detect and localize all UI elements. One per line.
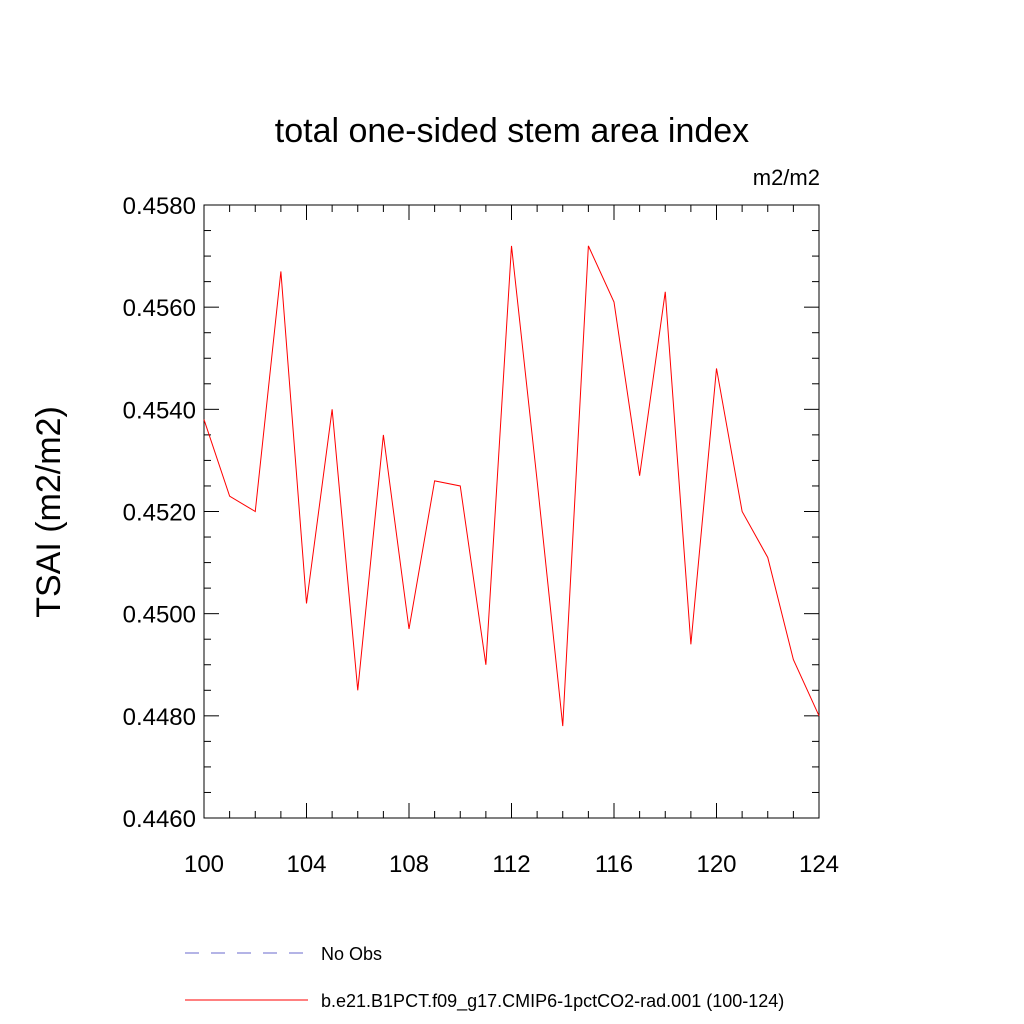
series-layer	[203, 245, 820, 727]
y-tick-label: 0.4520	[123, 500, 196, 527]
series-line	[203, 245, 820, 727]
x-tick-label: 108	[389, 851, 429, 878]
legend-label: b.e21.B1PCT.f09_g17.CMIP6-1pctCO2-rad.00…	[321, 991, 784, 1012]
y-tick-label: 0.4580	[123, 193, 196, 220]
y-tick-label: 0.4460	[123, 806, 196, 833]
y-tick-label: 0.4540	[123, 397, 196, 424]
y-axis-label: TSAI (m2/m2)	[30, 406, 68, 618]
y-tick-label: 0.4560	[123, 295, 196, 322]
legend: No Obs b.e21.B1PCT.f09_g17.CMIP6-1pctCO2-…	[185, 944, 784, 1012]
chart-title: total one-sided stem area index	[275, 112, 749, 150]
legend-label: No Obs	[321, 944, 382, 964]
ticks-layer	[203, 204, 820, 819]
units-label: m2/m2	[753, 165, 820, 190]
x-tick-label: 124	[799, 851, 839, 878]
y-tick-label: 0.4480	[123, 704, 196, 731]
x-tick-label: 112	[492, 851, 530, 878]
tick-labels-layer: 100 104 108 112 116 120 124 0.4460 0.4480 0.4500 0…	[123, 193, 839, 878]
plot-frame	[203, 204, 820, 819]
x-tick-label: 116	[595, 851, 633, 878]
x-tick-label: 104	[286, 851, 326, 878]
y-tick-label: 0.4500	[123, 602, 196, 629]
x-tick-label: 120	[696, 851, 736, 878]
x-tick-label: 100	[184, 851, 224, 878]
